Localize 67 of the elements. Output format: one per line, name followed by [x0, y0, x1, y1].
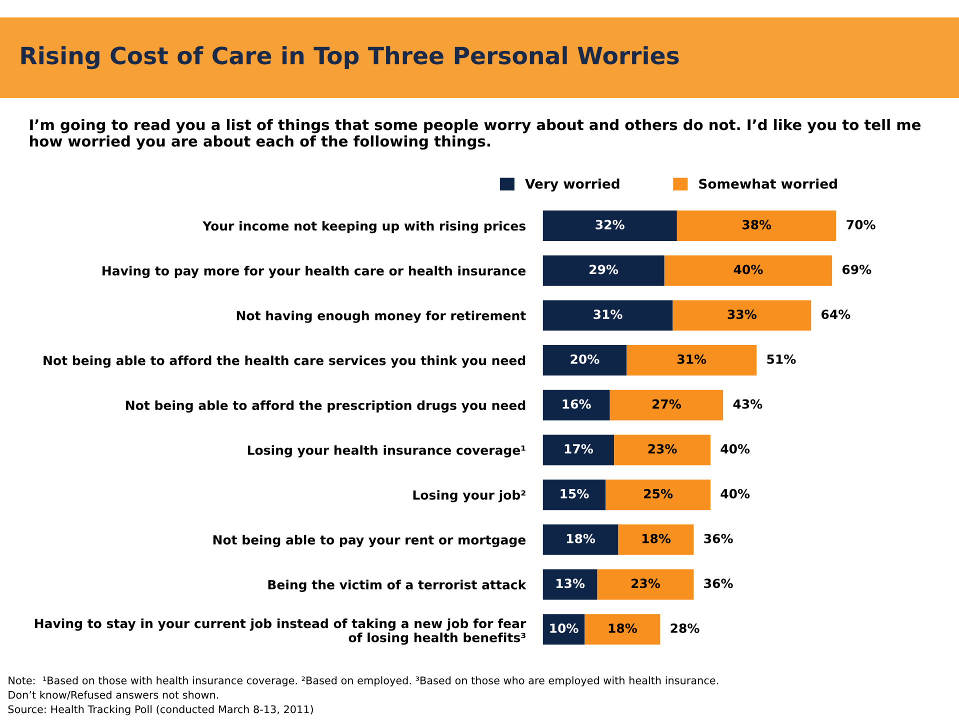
bar [542, 210, 677, 241]
data-label: 13% [556, 578, 585, 588]
y-tick-label: Being the victim of a terrorist attack [268, 580, 526, 592]
bar [542, 569, 598, 600]
data-label: 38% [742, 220, 772, 230]
legend-label: Very worried [525, 178, 620, 192]
data-label: 40% [734, 264, 763, 274]
y-tick-label: Having to stay in your current job instead of taking a new job for fear of losing health benefits³ [34, 618, 526, 645]
bar [676, 210, 836, 241]
total-label: 36% [704, 578, 733, 588]
data-label: 33% [728, 310, 756, 320]
bar [618, 524, 694, 555]
total-label: 43% [733, 399, 762, 409]
data-label: 20% [570, 354, 600, 364]
data-label: 25% [644, 488, 673, 498]
bar [597, 569, 694, 600]
bar [542, 434, 614, 466]
data-label: 31% [677, 354, 706, 364]
total-label: 69% [842, 264, 872, 274]
total-label: 51% [767, 354, 796, 364]
bar [542, 614, 585, 645]
data-label: 27% [652, 399, 682, 409]
source-note: Source: Health Tracking Poll (conducted March 8-13, 2011) [8, 705, 313, 716]
y-tick-label: Not having enough money for retirement [236, 310, 526, 323]
data-label: 23% [632, 578, 660, 588]
data-label: 31% [594, 310, 622, 320]
data-label: 23% [648, 444, 677, 454]
bar [542, 480, 606, 510]
total-label: 64% [822, 310, 850, 320]
y-tick-label: Not being able to pay your rent or mortgage [213, 534, 526, 548]
total-label: 70% [846, 220, 876, 230]
data-label: 32% [596, 220, 624, 230]
text: Note: ¹Based on those with health insurance coverage. ²Based on employed. ³Based on those who are employed with health insurance. [8, 676, 718, 686]
bar [584, 614, 660, 645]
text: Don’t know/Refused answers not shown. [8, 690, 218, 700]
legend-label: Somewhat worried [699, 178, 837, 189]
total-label: 40% [720, 488, 750, 498]
bar [610, 390, 724, 420]
y-tick-label: Not being able to afford the prescription drugs you need [126, 400, 526, 413]
bar [606, 480, 710, 510]
chart-subtitle: I’m going to read you a list of things that some people worry about and others do not. I’d like you to tell me how worried you are about each of the following things. [30, 118, 921, 150]
data-label: 17% [564, 444, 593, 454]
bar [542, 524, 618, 555]
data-label: 15% [560, 488, 589, 498]
y-tick-label: Losing your job² [413, 490, 526, 502]
total-label: 40% [720, 444, 750, 454]
bar [542, 390, 610, 420]
bar [542, 255, 664, 286]
data-label: 18% [642, 534, 671, 544]
bar [672, 300, 812, 331]
data-label: 18% [608, 624, 638, 633]
bar [542, 345, 627, 376]
y-tick-label: Not being able to afford the health care services you think you need [44, 356, 526, 368]
data-label: 18% [566, 534, 596, 544]
bar [626, 345, 757, 376]
y-tick-label: Your income not keeping up with rising prices [202, 220, 526, 234]
data-label: 10% [550, 624, 578, 633]
bar [542, 300, 673, 331]
bar [664, 255, 832, 286]
data-label: 16% [562, 399, 591, 409]
y-tick-label: Losing your health insurance coverage¹ [248, 445, 526, 458]
y-tick-label: Having to pay more for your health care or health insurance [102, 266, 526, 278]
text: Rising Cost of Care in Top Three Personal Worries [21, 46, 679, 70]
total-label: 28% [670, 624, 700, 633]
total-label: 36% [704, 534, 733, 544]
data-label: 29% [590, 264, 618, 274]
bar [614, 434, 710, 466]
